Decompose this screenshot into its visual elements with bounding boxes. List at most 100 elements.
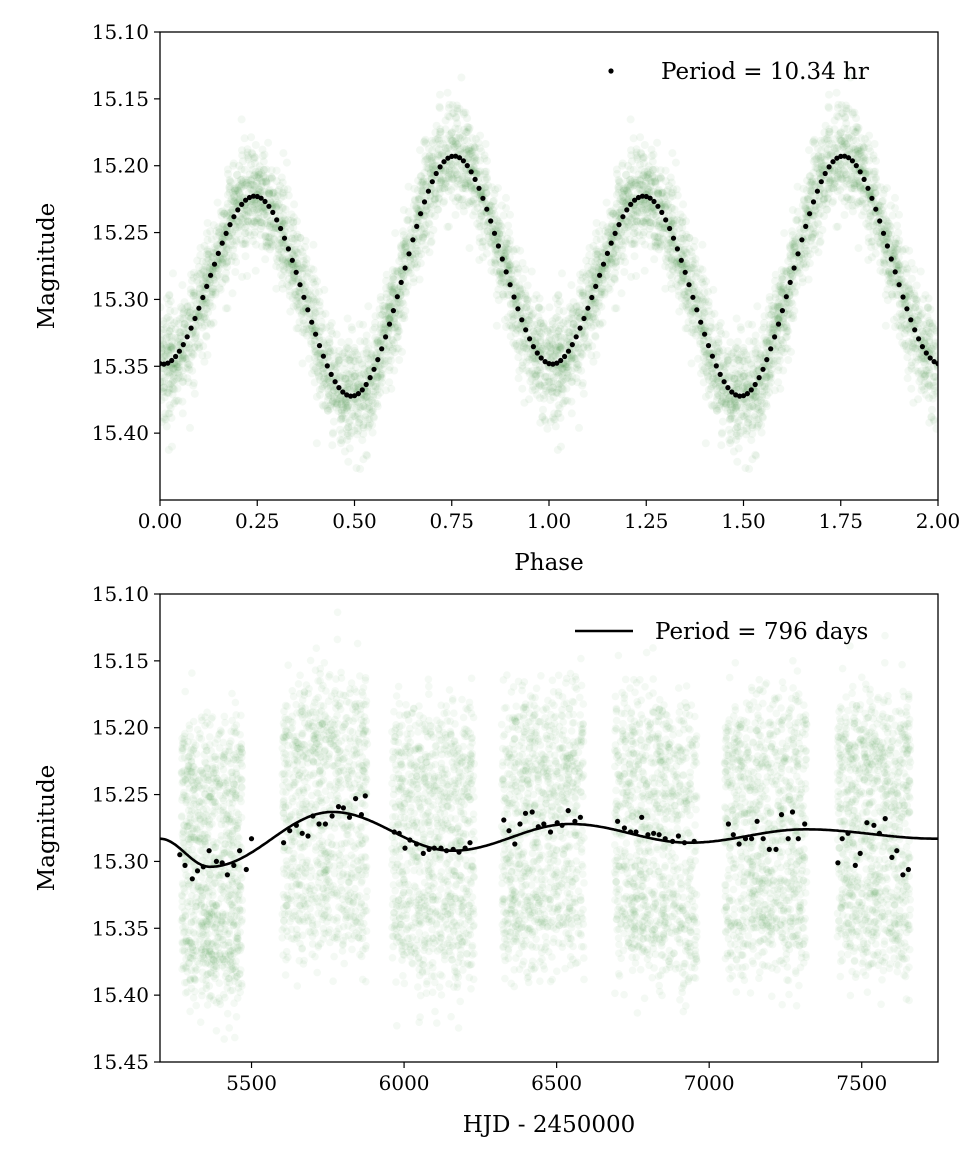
raw-data-point — [667, 217, 676, 225]
raw-data-point — [345, 377, 354, 386]
raw-data-point — [469, 211, 478, 220]
raw-data-point — [856, 197, 864, 205]
raw-data-point — [535, 294, 544, 303]
raw-data-point — [726, 414, 735, 423]
raw-data-point — [242, 204, 251, 213]
raw-data-point — [429, 200, 438, 209]
raw-data-point — [246, 208, 255, 217]
raw-data-point — [480, 217, 488, 225]
raw-data-point — [281, 240, 290, 249]
raw-data-point — [829, 184, 838, 193]
raw-data-point — [712, 375, 721, 383]
raw-data-point — [882, 234, 891, 243]
raw-data-point — [286, 307, 295, 316]
raw-data-point — [309, 278, 318, 287]
raw-data-point — [417, 186, 426, 195]
raw-data-point — [857, 134, 866, 143]
raw-data-point — [755, 419, 763, 428]
raw-data-point — [383, 314, 392, 323]
raw-data-point — [251, 141, 260, 149]
raw-data-point — [807, 188, 816, 197]
raw-data-point — [458, 166, 467, 175]
raw-data-point — [810, 206, 819, 215]
raw-data-point — [483, 226, 492, 235]
raw-data-point — [784, 310, 793, 319]
raw-data-point — [443, 88, 452, 97]
raw-data-point — [320, 369, 329, 378]
raw-data-point — [178, 281, 187, 290]
raw-data-point — [778, 272, 787, 281]
raw-data-point — [715, 404, 724, 413]
raw-data-point — [532, 370, 541, 379]
raw-data-point — [454, 193, 463, 202]
raw-data-point — [777, 288, 786, 297]
raw-data-point — [564, 366, 572, 375]
raw-data-point — [421, 230, 430, 239]
raw-data-point — [511, 329, 520, 338]
raw-data-point — [267, 173, 276, 182]
raw-data-point — [551, 343, 560, 352]
raw-data-point — [856, 149, 865, 158]
raw-data-point — [306, 324, 314, 333]
raw-data-point — [514, 265, 523, 274]
raw-data-point — [407, 225, 415, 234]
raw-data-point — [352, 363, 360, 372]
raw-data-point — [180, 305, 189, 314]
raw-data-point — [290, 200, 299, 209]
raw-data-point — [530, 295, 539, 304]
raw-data-point — [395, 356, 404, 364]
raw-data-point — [643, 170, 652, 179]
raw-data-point — [162, 294, 171, 303]
raw-data-point — [200, 312, 209, 321]
raw-data-point — [775, 301, 784, 310]
raw-data-point — [889, 278, 898, 287]
raw-data-point — [264, 138, 273, 147]
raw-data-point — [894, 260, 903, 269]
raw-data-point — [337, 414, 346, 423]
raw-data-point — [770, 386, 779, 395]
raw-data-point — [729, 374, 738, 383]
raw-data-point — [324, 406, 332, 415]
raw-data-point — [514, 374, 523, 383]
raw-data-point — [808, 177, 817, 185]
raw-data-point — [476, 209, 485, 218]
raw-data-point — [922, 366, 931, 375]
raw-data-point — [776, 280, 785, 289]
raw-data-point — [488, 209, 496, 218]
raw-data-point — [238, 157, 247, 166]
raw-data-point — [659, 223, 668, 232]
raw-data-point — [678, 262, 687, 271]
raw-data-point — [444, 104, 453, 112]
raw-data-point — [825, 174, 834, 183]
raw-data-point — [675, 307, 684, 316]
raw-data-point — [814, 197, 823, 206]
raw-data-point — [377, 378, 386, 387]
raw-data-point — [501, 243, 510, 252]
raw-data-point — [877, 209, 885, 218]
raw-data-point — [368, 407, 377, 416]
raw-data-point — [339, 352, 348, 361]
raw-data-point — [557, 442, 565, 451]
raw-data-point — [862, 219, 871, 228]
raw-data-point — [548, 413, 557, 422]
raw-data-point — [798, 254, 807, 263]
raw-data-point — [619, 197, 627, 206]
raw-data-point — [162, 415, 170, 424]
raw-data-point — [186, 423, 194, 432]
raw-data-point — [903, 353, 912, 362]
raw-data-point — [753, 399, 762, 408]
raw-data-point — [445, 112, 454, 121]
raw-data-point — [450, 143, 459, 151]
raw-data-point — [424, 164, 433, 173]
raw-data-point — [883, 184, 891, 193]
raw-data-point — [417, 236, 426, 245]
raw-data-point — [399, 272, 408, 281]
raw-data-point — [624, 188, 633, 197]
raw-data-point — [790, 287, 799, 296]
raw-data-point — [854, 244, 863, 253]
raw-data-point — [299, 252, 308, 261]
raw-data-point — [160, 333, 165, 342]
raw-data-point — [254, 173, 263, 182]
raw-data-point — [833, 222, 842, 231]
raw-data-point — [650, 173, 659, 182]
